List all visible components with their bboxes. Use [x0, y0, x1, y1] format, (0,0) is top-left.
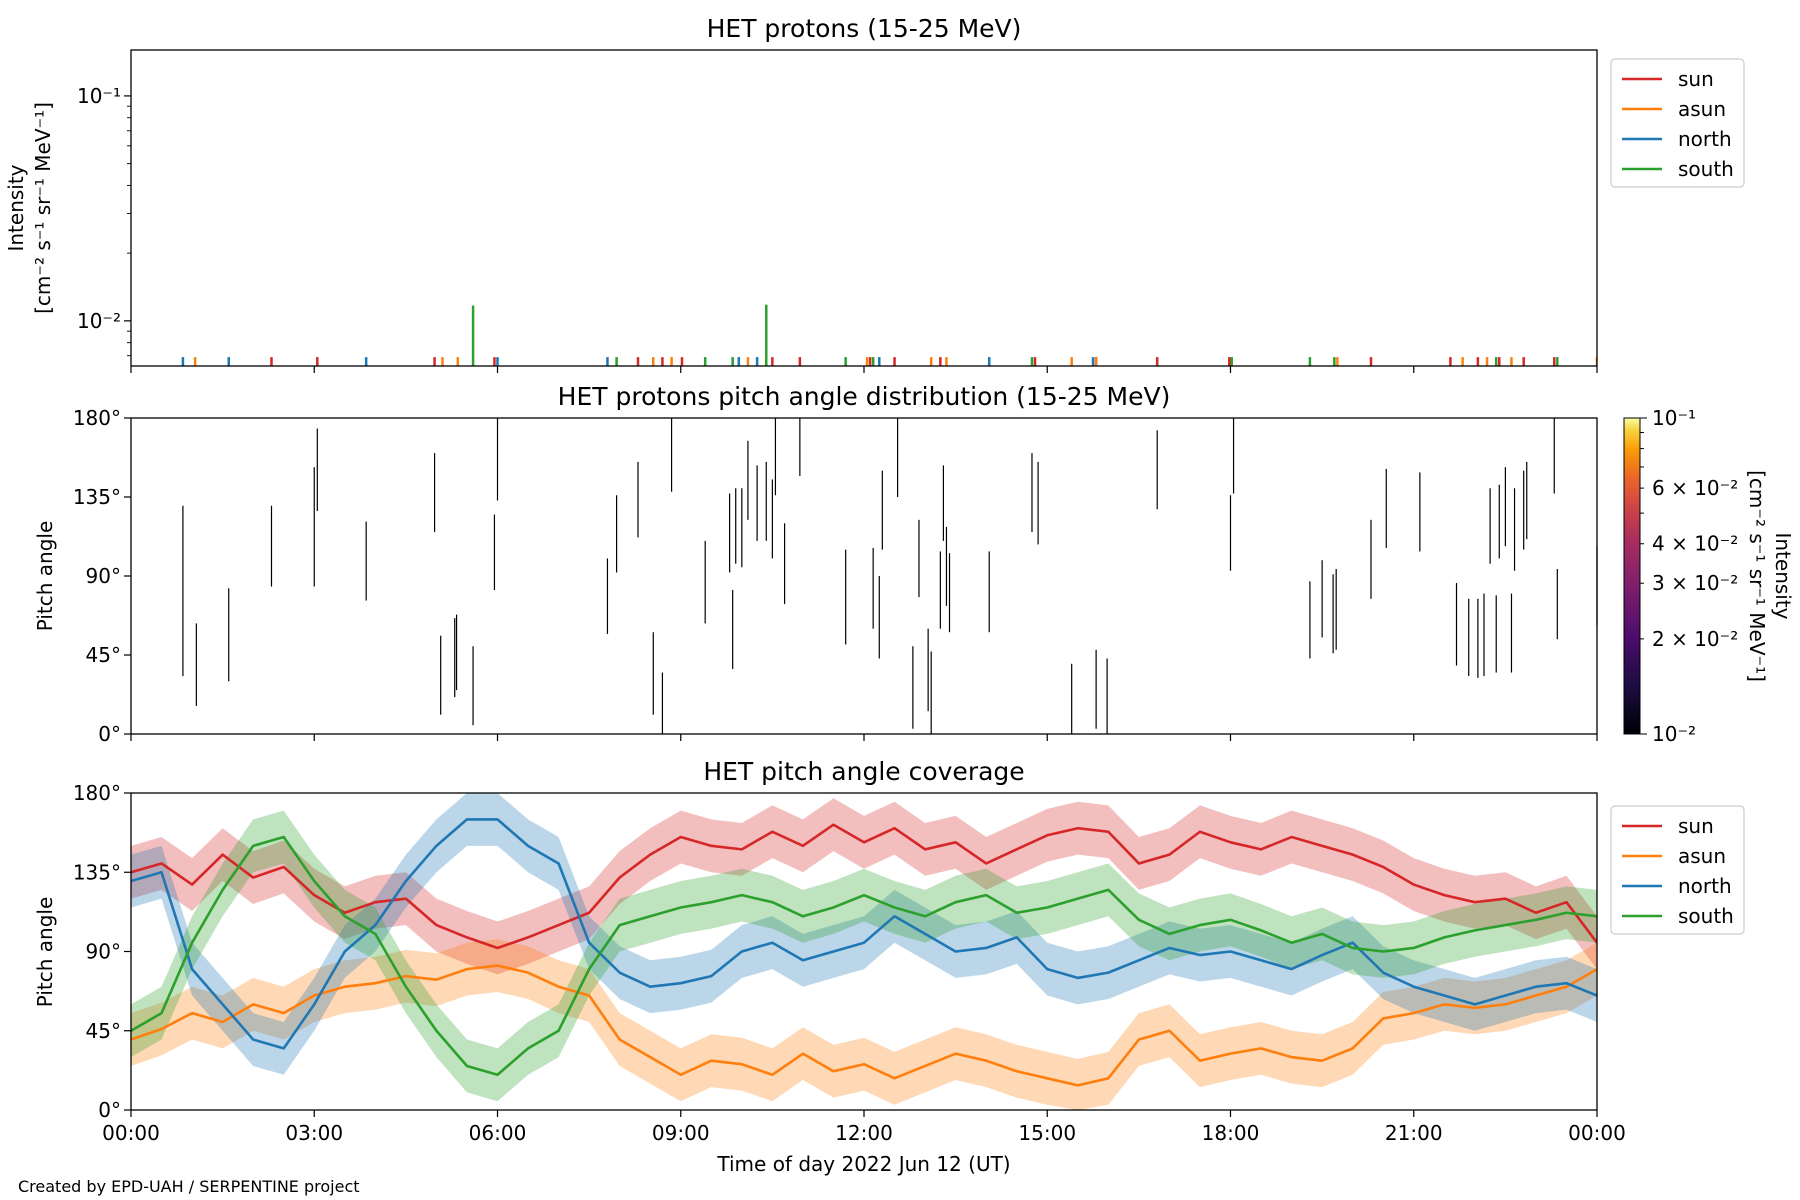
panel2-plot-area: [182, 418, 1598, 734]
colorbar-tick-label: 2 × 10⁻²: [1652, 627, 1738, 651]
y-tick-label: 0°: [98, 1098, 121, 1122]
coverage-line-asun: [131, 964, 1597, 1087]
legend-label-asun: asun: [1678, 844, 1726, 868]
y-tick-label: 90°: [86, 564, 121, 588]
y-tick-label: 10⁻²: [77, 309, 121, 333]
panel3-y-axis: 0° 45° 90° 135° 180°: [73, 781, 131, 1122]
colorbar: [1623, 417, 1641, 735]
legend-box: [1610, 805, 1745, 935]
panel2-x-axis: [130, 734, 1598, 741]
credit-text: Created by EPD-UAH / SERPENTINE project: [18, 1177, 360, 1196]
x-tick-label: 03:00: [285, 1121, 343, 1145]
coverage-band-asun: [131, 939, 1597, 1110]
panel1-plot-area: [181, 304, 1597, 366]
x-tick-label: 06:00: [469, 1121, 527, 1145]
panel2-title: HET protons pitch angle distribution (15…: [558, 382, 1171, 411]
y-tick-label: 45°: [86, 1019, 121, 1043]
panel1-ylabel-line1: Intensity: [4, 164, 28, 251]
panel1-ylabel-line2: [cm⁻² s⁻¹ sr⁻¹ MeV⁻¹]: [31, 102, 55, 314]
colorbar-tick-label: 10⁻¹: [1652, 406, 1696, 430]
x-tick-label: 12:00: [835, 1121, 893, 1145]
y-tick-label: 180°: [73, 406, 121, 430]
y-tick-label: 135°: [73, 860, 121, 884]
colorbar-axis: 10⁻² 2 × 10⁻² 3 × 10⁻² 4 × 10⁻² 6 × 10⁻² 10⁻¹: [1640, 406, 1738, 746]
legend-label-north: north: [1678, 127, 1732, 151]
legend-label-south: south: [1678, 157, 1734, 181]
coverage-line-north: [131, 818, 1597, 1050]
panel2-y-axis: 0° 45° 90° 135° 180°: [73, 406, 131, 746]
colorbar-tick-label: 10⁻²: [1652, 722, 1696, 746]
legend-label-sun: sun: [1678, 67, 1714, 91]
legend-label-asun: asun: [1678, 97, 1726, 121]
panel1-x-axis: [130, 366, 1598, 373]
legend-label-south: south: [1678, 904, 1734, 928]
panel3-ylabel: Pitch angle: [33, 897, 57, 1008]
panel3-title: HET pitch angle coverage: [703, 757, 1024, 786]
coverage-band-north: [131, 793, 1597, 1075]
panel1-title: HET protons (15-25 MeV): [707, 14, 1022, 43]
x-tick-label: 09:00: [652, 1121, 710, 1145]
colorbar-tick-label: 6 × 10⁻²: [1652, 476, 1738, 500]
colorbar-tick-label: 3 × 10⁻²: [1652, 571, 1738, 595]
y-tick-label: 135°: [73, 485, 121, 509]
x-tick-label: 00:00: [1568, 1121, 1626, 1145]
legend-label-sun: sun: [1678, 814, 1714, 838]
x-tick-label: 21:00: [1385, 1121, 1443, 1145]
panel2-frame: [130, 417, 1598, 735]
y-tick-label: 180°: [73, 781, 121, 805]
y-tick-label: 90°: [86, 940, 121, 964]
x-tick-label: 00:00: [102, 1121, 160, 1145]
coverage-line-sun: [131, 823, 1597, 950]
legend-box: [1610, 58, 1745, 188]
panel3-x-axis: 00:00 03:00 06:00 09:00 12:00 15:00 18:00 21:00…: [102, 1110, 1626, 1145]
panel3-plot-area: [131, 793, 1597, 1110]
panel1-frame: [130, 49, 1598, 367]
panel3-legend: sun asun north south: [1610, 805, 1745, 935]
colorbar-label-line2: [cm⁻² s⁻¹ sr⁻¹ MeV⁻¹]: [1745, 470, 1769, 682]
y-tick-label: 0°: [98, 722, 121, 746]
x-tick-label: 18:00: [1202, 1121, 1260, 1145]
x-axis-label: Time of day 2022 Jun 12 (UT): [716, 1152, 1010, 1176]
colorbar-tick-label: 4 × 10⁻²: [1652, 532, 1738, 556]
legend-label-north: north: [1678, 874, 1732, 898]
colorbar-label-line1: Intensity: [1771, 532, 1795, 619]
coverage-line-south: [131, 835, 1597, 1077]
panel1-y-axis: 10⁻² 10⁻¹: [77, 84, 131, 357]
x-tick-label: 15:00: [1018, 1121, 1076, 1145]
y-tick-label: 10⁻¹: [77, 84, 121, 108]
panel1-legend: sun asun north south: [1610, 58, 1745, 188]
panel2-ylabel: Pitch angle: [33, 521, 57, 632]
y-tick-label: 45°: [86, 643, 121, 667]
